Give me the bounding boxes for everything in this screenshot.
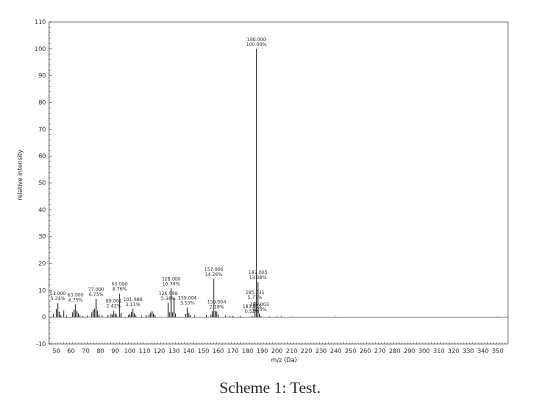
x-tick-label: 120 [154,348,166,355]
plot-frame [48,21,509,345]
x-tick-label: 260 [360,348,372,355]
x-tick-label: 270 [374,348,386,355]
x-axis-title: m/z (Da) [271,357,297,364]
x-tick-label: 320 [448,348,460,355]
y-axis-title: relative intensity [17,149,24,200]
peak-label-percent: 14.26% [205,272,223,278]
y-tick-label: 30 [38,234,46,241]
x-tick-label: 200 [271,348,283,355]
peak-label-mz: 188.003 [250,302,269,308]
y-axis: -10 0 10 20 30 40 50 60 70 80 90 100 110 [35,19,52,348]
x-tick-label: 150 [198,348,210,355]
x-tick-label: 90 [111,348,119,355]
x-tick-label: 160 [212,348,224,355]
peak-label-percent: 5.71% [248,295,263,301]
x-tick-label: 240 [330,348,342,355]
peak-label-percent: 6.75% [89,292,104,298]
peak-label-percent: 2.42% [106,304,121,310]
x-tick-label: 250 [345,348,357,355]
y-tick-label: -10 [36,341,46,348]
peak-label-percent: 4.75% [68,297,83,303]
peak-label-mz: 63.000 [67,292,83,298]
peak-label-percent: 0.52% [245,309,260,315]
x-tick-label: 60 [67,348,75,355]
figure-caption: Scheme 1: Test. [219,380,321,397]
x-tick-label: 330 [463,348,475,355]
y-tick-label: 100 [35,46,47,53]
peak-label-mz: 139.004 [178,296,197,302]
x-tick-label: 100 [124,348,136,355]
x-tick-label: 280 [389,348,401,355]
peak-label-mz: 93.000 [112,282,128,288]
peak-label-percent: 3.11% [126,302,141,308]
peak-labels: 51.0005.24%63.0004.75%77.0006.75%89.0012… [50,37,269,315]
x-tick-label: 220 [301,348,313,355]
y-tick-label: 20 [38,261,46,268]
peak-label-percent: 5.24% [51,296,66,302]
y-tick-label: 60 [38,153,46,160]
peak-label-mz: 185.031 [245,290,264,296]
y-tick-label: 10 [38,287,46,294]
peak-label-percent: 8.76% [112,287,127,293]
x-tick-label: 290 [404,348,416,355]
peak-label-mz: 183.955 [243,304,262,310]
x-tick-label: 70 [82,348,90,355]
peak-label-percent: 5.34% [161,296,176,302]
peak-label-mz: 187.005 [248,270,267,276]
peak-label-percent: 3.53% [180,301,195,307]
x-tick-label: 110 [139,348,151,355]
x-tick-label: 140 [183,348,195,355]
peak-label-mz: 159.004 [207,299,226,305]
peak-label-mz: 128.000 [162,276,181,282]
x-axis: 50 60 70 80 90 100 110 120 130 140 150 160 170 180 190… [48,342,506,355]
peak-label-percent: 2.19% [209,304,224,310]
y-tick-label: 70 [38,126,46,133]
peak-label-percent: 1.24% [252,307,267,313]
x-tick-label: 300 [418,348,430,355]
x-tick-label: 310 [433,348,445,355]
y-tick-label: 80 [38,100,46,107]
x-tick-label: 190 [257,348,269,355]
y-tick-label: 0 [42,314,46,321]
y-tick-label: 40 [38,207,46,214]
peak-label-mz: 101.988 [123,297,142,303]
x-tick-label: 80 [97,348,105,355]
chart-frame [48,21,509,345]
y-tick-label: 50 [38,180,46,187]
y-tick-label: 90 [38,73,46,80]
peak-label-percent: 10.74% [162,281,180,287]
peak-label-mz: 157.006 [204,267,223,273]
x-tick-label: 50 [53,348,61,355]
peak-label-mz: 186.000 [247,37,266,43]
x-tick-label: 130 [168,348,180,355]
x-tick-label: 170 [227,348,239,355]
peak-label-mz: 77.000 [88,287,104,293]
x-tick-label: 180 [242,348,254,355]
y-tick-label: 110 [35,19,47,26]
peak-label-mz: 126.998 [159,291,178,297]
x-tick-label: 210 [286,348,298,355]
peak-label-mz: 51.000 [50,291,66,297]
x-tick-label: 340 [477,348,489,355]
peak-label-percent: 100.00% [246,42,267,48]
peak-series [53,48,499,318]
x-tick-label: 230 [315,348,327,355]
x-tick-label: 350 [492,348,504,355]
peak-label-percent: 13.08% [249,275,267,281]
peak-label-mz: 89.001 [106,299,122,305]
